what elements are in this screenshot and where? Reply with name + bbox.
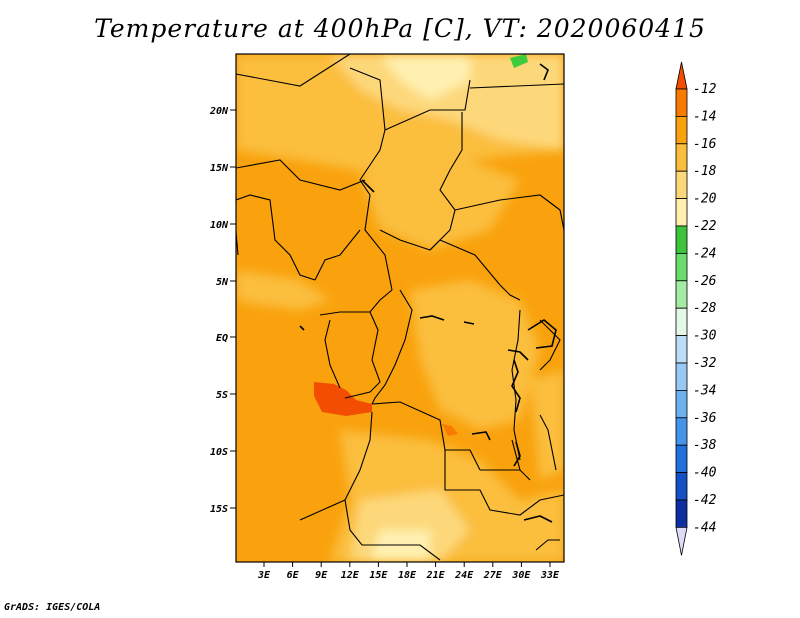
colorbar-top-arrow [675, 61, 688, 90]
colorbar-label: -20 [693, 192, 717, 207]
colorbar-label: -32 [693, 356, 717, 371]
lat-tick-label: 10S [210, 447, 228, 458]
latitude-ticks: 20N 15N 10N 5N EQ 5S 10S 15S [209, 106, 236, 515]
lon-tick-label: 15E [369, 570, 388, 581]
colorbar-label: -22 [693, 219, 717, 234]
colorbar-swatch [675, 280, 688, 309]
lon-tick-label: 33E [540, 570, 560, 581]
colorbar-label: -14 [693, 109, 716, 124]
colorbar-swatch [675, 444, 688, 474]
colorbar-swatch [675, 88, 688, 117]
country-borders [236, 54, 564, 561]
colorbar-label: -26 [693, 274, 717, 289]
colorbar-swatch [675, 362, 688, 391]
map-title: Temperature at 400hPa [C], VT: 202006041… [94, 14, 706, 43]
colorbar-label: -16 [693, 137, 717, 152]
lat-tick-label: 10N [210, 220, 229, 231]
lon-tick-label: 12E [341, 570, 360, 581]
colorbar-swatch [675, 143, 688, 172]
colorbar-swatch [675, 499, 688, 528]
colorbar-swatch [675, 198, 688, 227]
temperature-field [236, 54, 564, 562]
lat-tick-label: 5N [216, 277, 229, 288]
lon-tick-label: 30E [511, 570, 531, 581]
lat-tick-label: 15N [210, 163, 229, 174]
longitude-ticks: 3E 6E 9E 12E 15E 18E 21E 24E 27E 30E 33E [257, 562, 560, 581]
colorbar-swatch [675, 389, 688, 419]
colorbar-label: -12 [693, 82, 717, 97]
colorbar: -12 -14 -16 -18 -20 -22 -24 -26 -28 -30 -32 -34 -36 -… [675, 61, 717, 556]
colorbar-label: -34 [693, 383, 716, 398]
colorbar-swatch [675, 472, 688, 501]
lon-tick-label: 6E [287, 570, 300, 581]
colorbar-label: -28 [693, 301, 717, 316]
lat-tick-label: EQ [216, 333, 228, 344]
colorbar-label: -38 [693, 438, 717, 453]
colorbar-label: -36 [693, 411, 717, 426]
lon-tick-label: 3E [257, 570, 271, 581]
colorbar-swatch [675, 225, 688, 254]
map-frame [235, 53, 565, 563]
colorbar-label: -30 [693, 329, 717, 344]
lon-tick-label: 21E [426, 570, 446, 581]
lon-tick-label: 18E [398, 570, 417, 581]
colorbar-swatch [675, 252, 688, 282]
lat-tick-label: 5S [216, 390, 228, 401]
colorbar-label: -24 [693, 246, 716, 261]
colorbar-swatch [675, 170, 688, 199]
lon-tick-label: 27E [483, 570, 503, 581]
lat-tick-label: 15S [210, 504, 228, 515]
colorbar-label: -42 [693, 493, 717, 508]
colorbar-label: -40 [693, 466, 717, 481]
colorbar-bottom-arrow [675, 527, 688, 556]
lon-tick-label: 9E [315, 570, 328, 581]
colorbar-label: -18 [693, 164, 717, 179]
colorbar-swatch [675, 335, 688, 364]
colorbar-swatch [675, 307, 688, 337]
lake-outlines [299, 63, 557, 523]
colorbar-swatch [675, 417, 688, 446]
lat-tick-label: 20N [209, 106, 229, 117]
colorbar-label: -44 [693, 520, 716, 535]
credit-label: GrADS: IGES/COLA [4, 602, 101, 613]
lon-tick-label: 24E [454, 570, 474, 581]
colorbar-swatch [675, 116, 688, 145]
